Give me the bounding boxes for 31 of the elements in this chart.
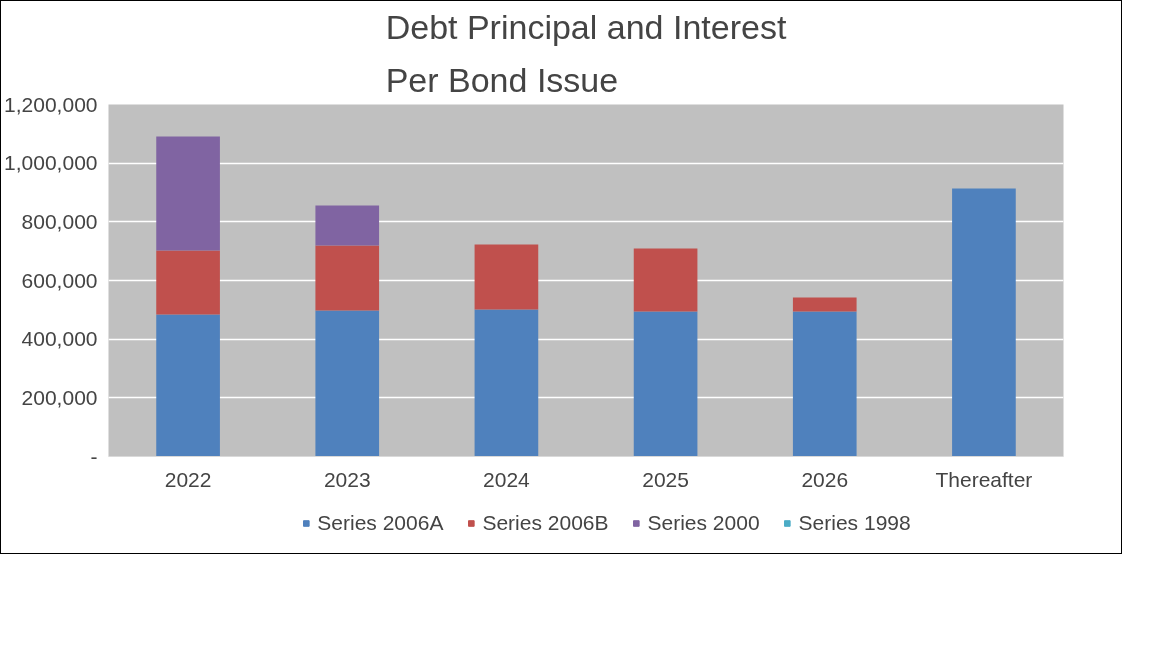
bar bbox=[315, 205, 380, 246]
x-tick-label: 2026 bbox=[801, 467, 849, 491]
bar bbox=[156, 136, 220, 251]
bar bbox=[156, 314, 220, 457]
x-tick-label: 2023 bbox=[323, 467, 371, 491]
x-tick-label: Thereafter bbox=[935, 467, 1033, 491]
legend-label: Series 1998 bbox=[798, 511, 911, 535]
bar bbox=[474, 244, 539, 310]
bar bbox=[156, 250, 220, 315]
legend-label: Series 2000 bbox=[647, 511, 760, 535]
y-tick-label: 1,000,000 bbox=[4, 151, 98, 175]
y-tick-label: 800,000 bbox=[21, 209, 98, 233]
bar bbox=[952, 188, 1016, 457]
x-tick-label: 2024 bbox=[483, 467, 531, 491]
y-tick-label: 1,200,000 bbox=[4, 92, 98, 116]
bar bbox=[633, 248, 698, 312]
legend-label: Series 2006A bbox=[317, 511, 444, 535]
y-tick-label: 200,000 bbox=[21, 385, 98, 409]
bar bbox=[315, 245, 380, 311]
y-tick-label: - bbox=[90, 444, 98, 468]
bar bbox=[633, 311, 698, 457]
chart-title: Debt Principal and Interest Per Bond Issue bbox=[385, 8, 787, 100]
bar bbox=[315, 310, 380, 457]
x-tick-label: 2022 bbox=[164, 467, 212, 491]
y-tick-label: 400,000 bbox=[21, 327, 98, 351]
legend-label: Series 2006B bbox=[482, 511, 609, 535]
bar bbox=[792, 297, 857, 312]
x-tick-label: 2025 bbox=[642, 467, 689, 491]
bar bbox=[474, 309, 539, 457]
y-tick-label: 600,000 bbox=[21, 268, 98, 292]
bar bbox=[792, 311, 857, 457]
